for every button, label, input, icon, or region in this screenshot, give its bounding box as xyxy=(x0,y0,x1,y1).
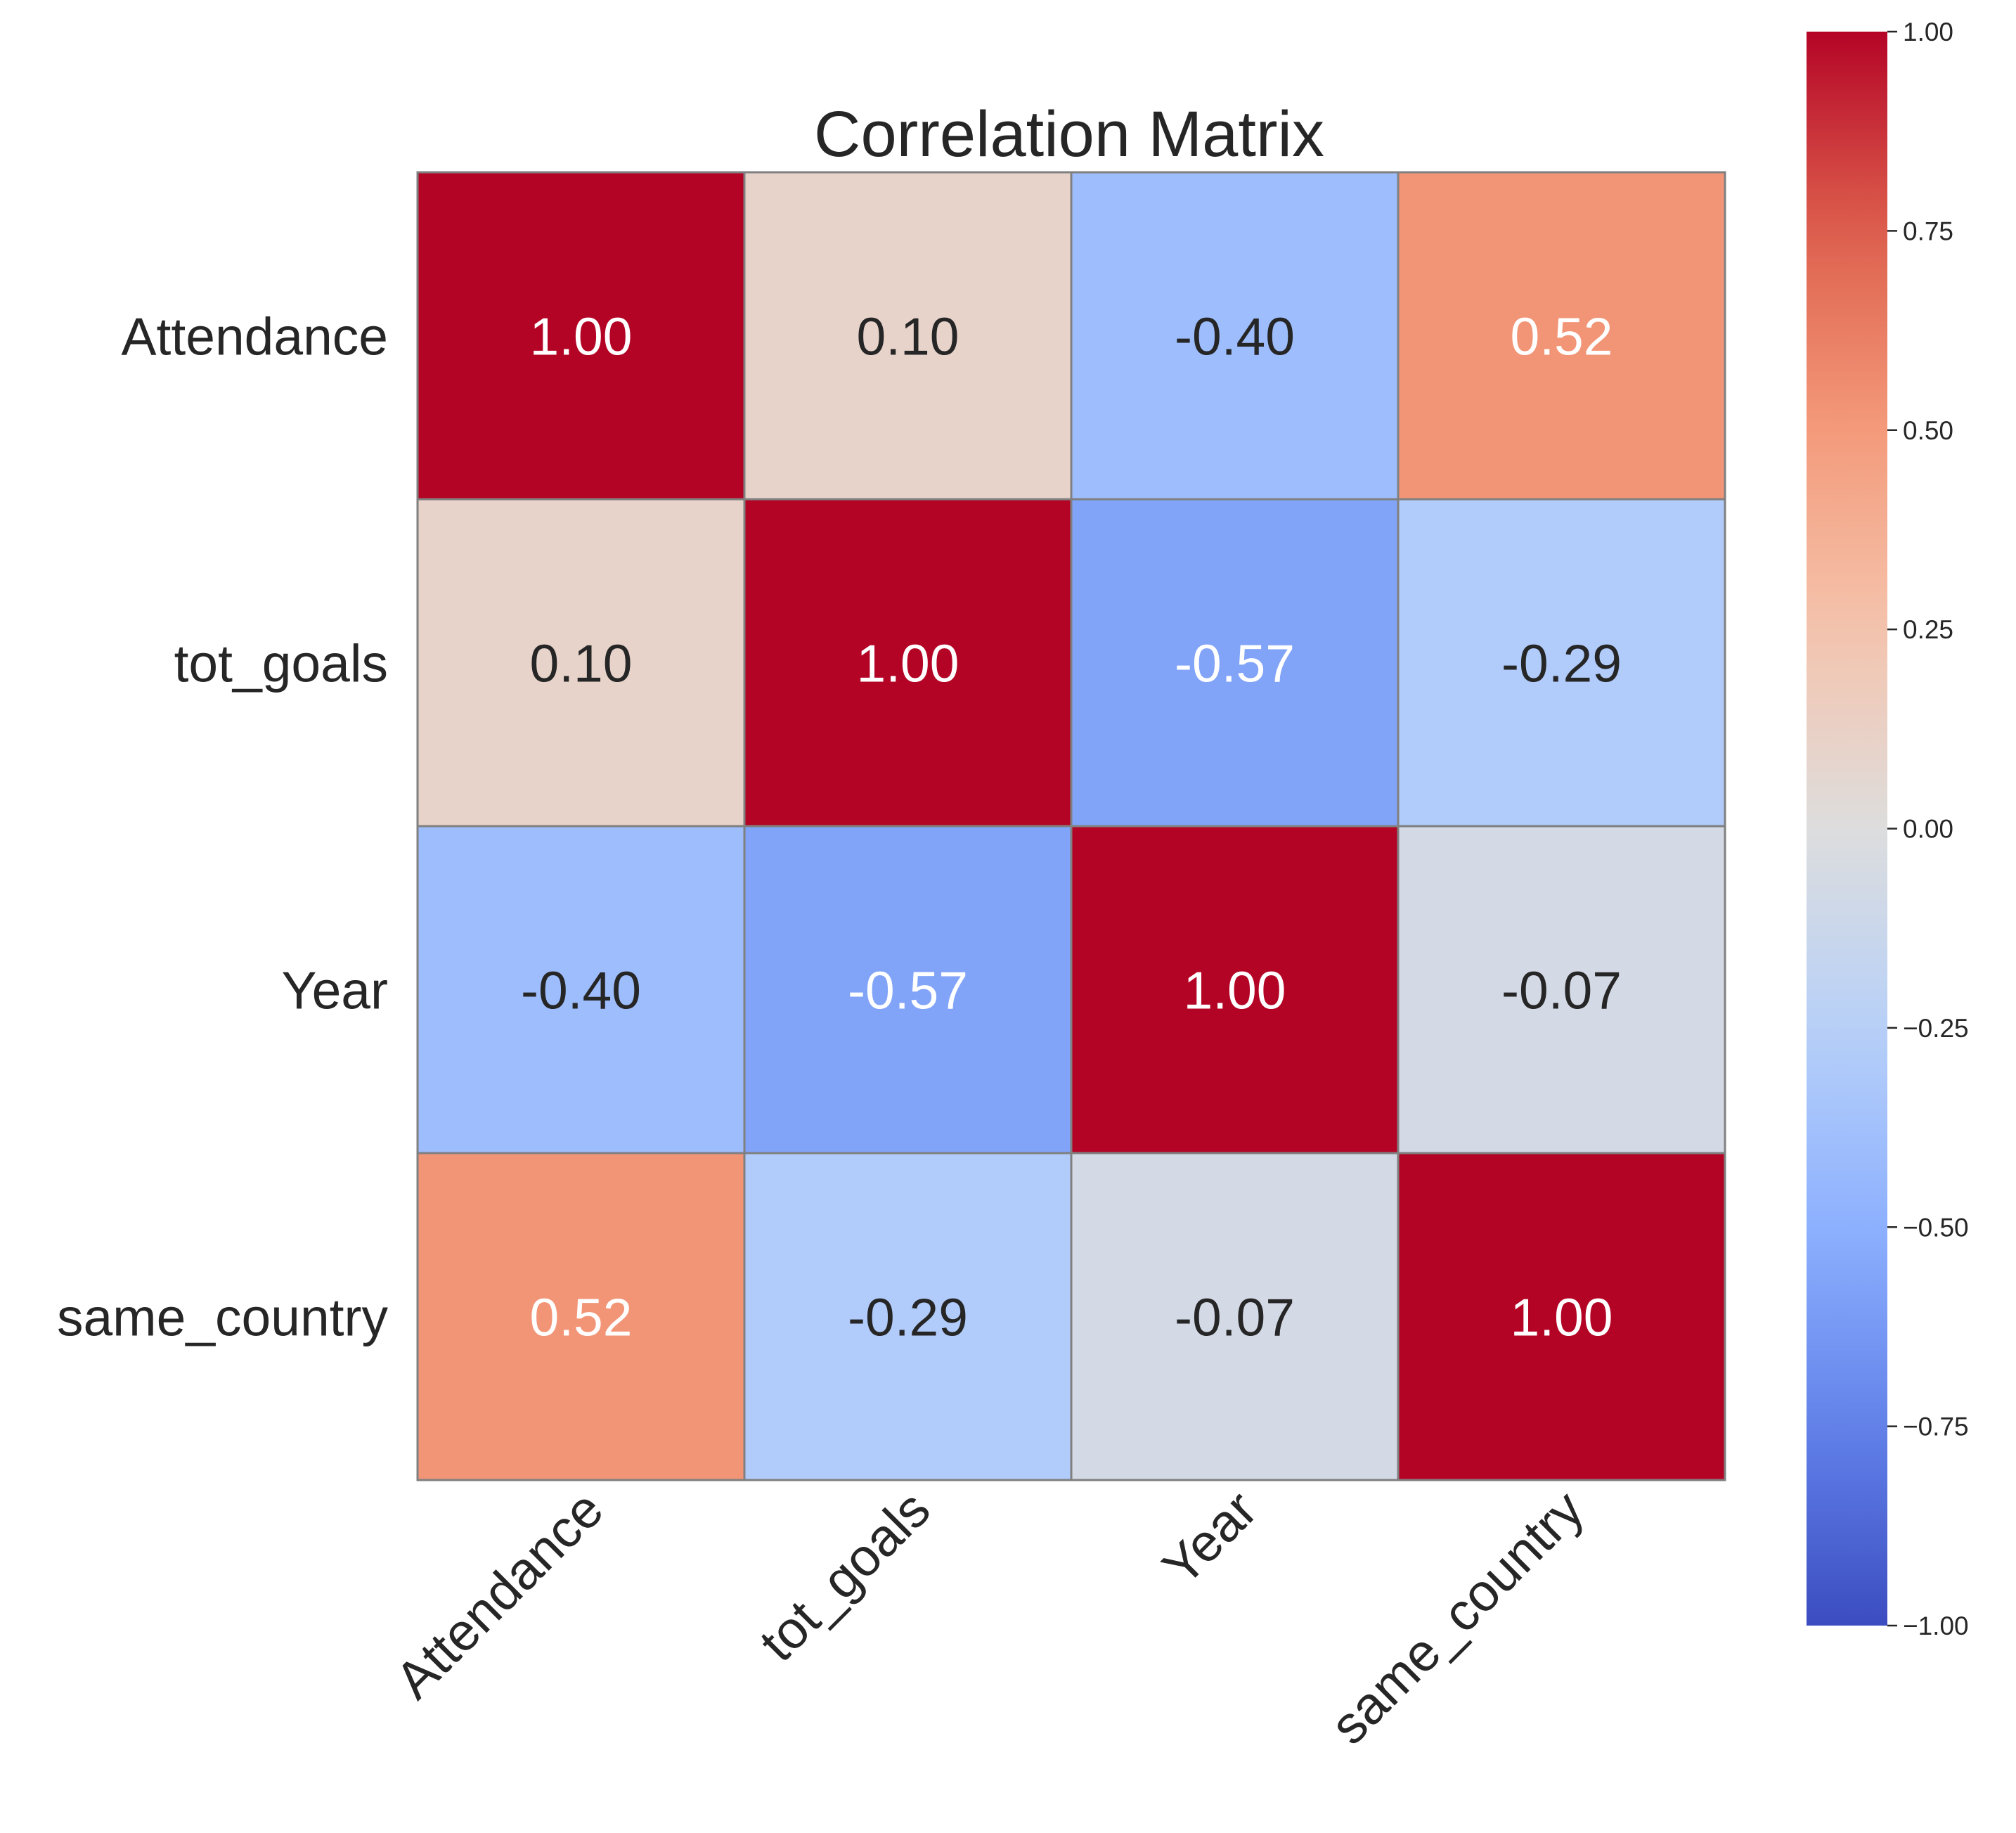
y-tick-label: same_country xyxy=(57,1288,389,1347)
cell-annotation: 1.00 xyxy=(857,634,959,693)
x-tick-label: Attendance xyxy=(384,1479,614,1710)
colorbar-tick-label: 0.00 xyxy=(1903,815,1953,844)
cell-annotation: -0.07 xyxy=(1501,961,1622,1020)
cell-annotation: -0.29 xyxy=(1501,634,1622,693)
heatmap-cell xyxy=(1070,498,1400,828)
colorbar-tick-label: 0.50 xyxy=(1903,416,1953,445)
cell-annotation: 1.00 xyxy=(1184,961,1286,1020)
colorbar-tick-label: −0.25 xyxy=(1903,1014,1969,1043)
heatmap-annotations: 1.00 0.10 -0.40 0.52 0.10 1.00 -0.57 -0.29 -0.40… xyxy=(521,307,1622,1347)
cell-annotation: 0.52 xyxy=(1511,307,1613,366)
chart-title: Correlation Matrix xyxy=(814,98,1324,170)
cell-annotation: 1.00 xyxy=(1511,1288,1613,1347)
heatmap-cells xyxy=(416,171,1726,1481)
x-tick-label: same_country xyxy=(1319,1479,1595,1756)
heatmap-cell xyxy=(1397,498,1726,828)
cell-annotation: -0.40 xyxy=(521,961,641,1020)
cell-annotation: 0.52 xyxy=(530,1288,633,1347)
cell-annotation: 0.10 xyxy=(857,307,959,366)
heatmap-cell xyxy=(416,1152,746,1481)
colorbar: 1.00 0.75 0.50 0.25 0.00 −0.25 −0.50 −0.75 −1.00 xyxy=(1807,18,1969,1640)
x-axis-tick-labels: Attendance tot_goals Year same_country xyxy=(384,1479,1595,1756)
heatmap-cell xyxy=(743,498,1073,828)
x-tick-label: Year xyxy=(1151,1479,1268,1597)
heatmap-cell xyxy=(1070,171,1400,501)
y-tick-label: Attendance xyxy=(122,307,388,366)
heatmap-cell xyxy=(1397,1152,1726,1481)
heatmap-cell xyxy=(416,498,746,828)
colorbar-tick-label: −0.50 xyxy=(1903,1213,1969,1242)
colorbar-tick-label: 0.25 xyxy=(1903,615,1953,644)
heatmap-cell xyxy=(416,171,746,501)
cell-annotation: 0.10 xyxy=(530,634,633,693)
cell-annotation: -0.07 xyxy=(1175,1288,1295,1347)
cell-annotation: -0.57 xyxy=(848,961,968,1020)
cell-annotation: -0.57 xyxy=(1175,634,1295,693)
heatmap-cell xyxy=(1070,1152,1400,1481)
heatmap-cell xyxy=(743,1152,1073,1481)
colorbar-tick-label: 1.00 xyxy=(1903,18,1953,46)
cell-annotation: 1.00 xyxy=(530,307,633,366)
heatmap-cell xyxy=(743,171,1073,501)
colorbar-tick-label: −1.00 xyxy=(1903,1612,1969,1640)
y-tick-label: Year xyxy=(281,961,388,1020)
cell-annotation: -0.29 xyxy=(848,1288,968,1347)
colorbar-gradient xyxy=(1807,32,1887,1626)
y-tick-label: tot_goals xyxy=(174,634,388,693)
colorbar-tick-label: −0.75 xyxy=(1903,1413,1969,1441)
heatmap-cell xyxy=(743,825,1073,1155)
heatmap-cell xyxy=(1397,825,1726,1155)
colorbar-tick-label: 0.75 xyxy=(1903,217,1953,245)
y-axis-tick-labels: Attendance tot_goals Year same_country xyxy=(57,307,389,1347)
x-tick-label: tot_goals xyxy=(748,1479,941,1673)
heatmap-cell xyxy=(1397,171,1726,501)
cell-annotation: -0.40 xyxy=(1175,307,1295,366)
